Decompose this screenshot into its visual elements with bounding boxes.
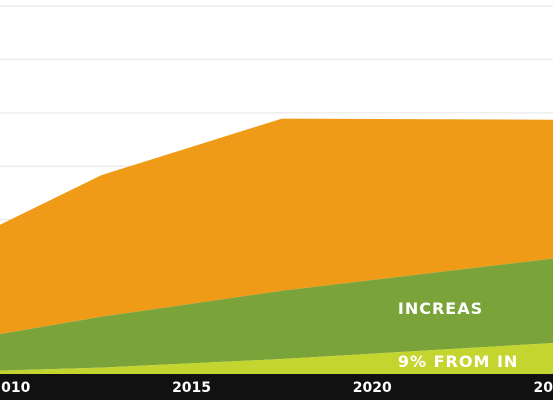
area-series-2	[0, 258, 553, 371]
band-labels: INCREAS 9% FROM IN	[398, 299, 518, 371]
x-tick-label: 2020	[353, 380, 392, 396]
x-axis-band	[0, 374, 553, 400]
x-tick-label: 2010	[0, 380, 31, 396]
area-series-1	[0, 343, 553, 374]
band-label: 9% FROM IN	[398, 352, 518, 371]
stacked-areas	[0, 118, 553, 374]
area-series-3	[0, 118, 553, 335]
band-label: INCREAS	[398, 299, 483, 318]
x-tick-label: 2025	[534, 380, 553, 396]
x-tick-label: 2015	[172, 380, 211, 396]
x-axis-ticks: 2010 2015 2020 2025	[0, 380, 553, 396]
